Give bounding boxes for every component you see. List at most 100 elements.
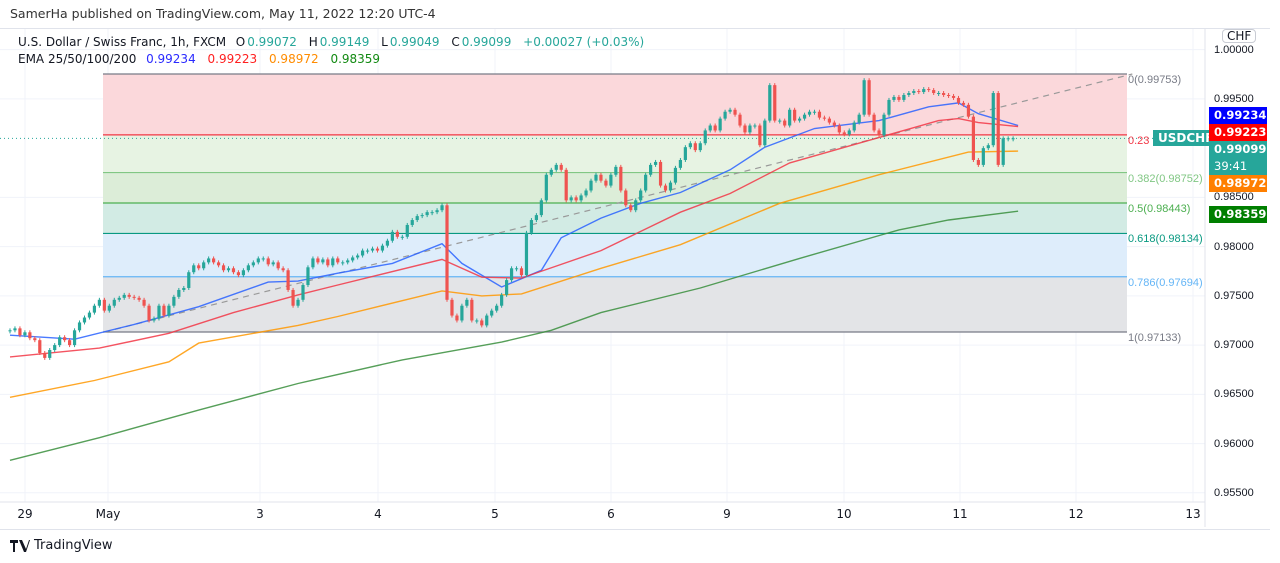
candle-body (346, 260, 350, 263)
fib-level-label: 1(0.97133) (1128, 332, 1182, 344)
currency-button[interactable]: CHF (1222, 29, 1257, 43)
candle-body (390, 231, 394, 241)
candle (584, 188, 588, 198)
candle-body (231, 268, 236, 273)
candle-body (857, 114, 861, 123)
candle (837, 123, 841, 135)
candle (375, 246, 380, 253)
candle (500, 292, 504, 308)
candle (986, 143, 990, 151)
candle-body (147, 305, 151, 321)
price-tick-label: 1.00000 (1214, 43, 1254, 56)
candle-body (216, 262, 221, 266)
candle-body (743, 125, 747, 133)
candle (207, 256, 211, 265)
candle-body (932, 90, 936, 94)
ema50-price-tag: 0.99223 (1209, 124, 1267, 141)
candle-body (698, 143, 702, 151)
candle-body (942, 93, 946, 95)
candle (634, 198, 638, 213)
candle (331, 256, 335, 268)
candle (544, 172, 548, 203)
candle-body (500, 294, 504, 306)
candle-body (713, 125, 717, 131)
candle (157, 303, 161, 321)
candle (743, 123, 747, 135)
candle (683, 145, 687, 162)
candle (167, 303, 171, 318)
candle (698, 141, 702, 153)
price-tick-label: 0.96000 (1214, 437, 1254, 450)
candle (619, 164, 623, 193)
candle (365, 248, 370, 254)
candle (356, 253, 360, 260)
time-tick-label: 12 (1068, 507, 1084, 521)
candle-body (763, 120, 767, 146)
candle (718, 116, 722, 133)
candle-body (336, 258, 340, 263)
ema-label[interactable]: EMA 25/50/100/200 (18, 52, 137, 66)
candle-body (937, 93, 941, 95)
ema-lines (9, 102, 1019, 461)
candle-body (137, 297, 141, 300)
symbol-name[interactable]: U.S. Dollar / Swiss Franc, 1h, FXCM (18, 35, 227, 49)
candle-body (505, 280, 509, 295)
candle (425, 210, 429, 218)
price-tick-label: 0.97500 (1214, 289, 1254, 302)
candle-body (445, 205, 449, 300)
candle-body (410, 220, 414, 225)
candle (1006, 136, 1010, 142)
candle (773, 83, 777, 123)
candle-body (286, 270, 290, 290)
candle (748, 123, 752, 135)
candle (390, 229, 394, 243)
candle-body (365, 250, 370, 252)
candle-body (862, 80, 866, 115)
candle-body (465, 299, 469, 306)
candle-body (579, 195, 583, 201)
candle-body (72, 330, 77, 346)
candle (33, 336, 37, 343)
candle-body (127, 294, 131, 297)
candle (107, 303, 111, 313)
candle-body (1006, 138, 1010, 140)
candle (793, 107, 797, 123)
tradingview-logo-icon (10, 539, 30, 552)
ema200-price-tag: 0.98359 (1209, 206, 1267, 223)
candle-body (18, 328, 22, 336)
candle-body (509, 268, 514, 281)
candle-body (728, 109, 732, 112)
candle-body (291, 289, 295, 306)
candle (82, 315, 87, 325)
candle-body (351, 257, 355, 261)
candle-body (847, 130, 851, 135)
candle (127, 292, 131, 299)
candle-body (97, 299, 101, 306)
candle (53, 343, 57, 353)
candle-body (331, 258, 335, 266)
last-price: 0.99099 (1214, 142, 1267, 156)
candle (172, 294, 176, 308)
candle (713, 123, 717, 133)
candle (460, 303, 464, 323)
tradingview-logo[interactable]: TradingView (10, 538, 113, 553)
candle (241, 268, 246, 278)
candle (216, 260, 221, 268)
candle-body (490, 310, 494, 316)
candle (649, 162, 653, 177)
candle-body (67, 340, 72, 346)
candle (658, 159, 663, 188)
candle-body (912, 91, 916, 94)
candle (465, 297, 469, 308)
candle-body (867, 80, 871, 115)
candle-body (986, 145, 990, 149)
candle (817, 109, 822, 120)
candle-body (644, 174, 648, 191)
candle (162, 303, 166, 318)
time-tick-label: 9 (723, 507, 731, 521)
ema100-price-tag: 0.98972 (1209, 175, 1267, 192)
candle (976, 157, 980, 167)
candle-body (738, 114, 742, 126)
candle-body (778, 120, 782, 122)
